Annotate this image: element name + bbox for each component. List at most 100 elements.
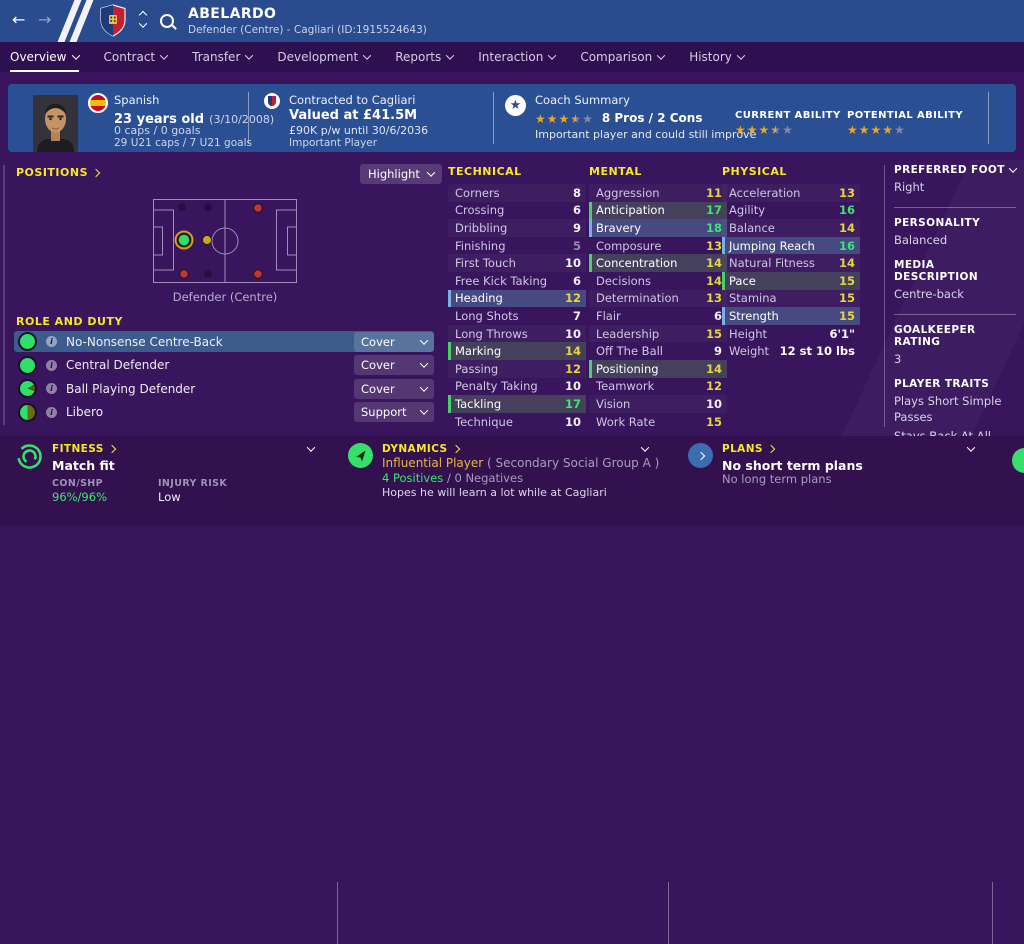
pros-cons[interactable]: 8 Pros / 2 Cons — [601, 110, 703, 125]
attribute-row: Dribbling 9 — [448, 219, 586, 237]
tab-history[interactable]: History — [689, 42, 746, 72]
chevron-right-icon — [91, 168, 101, 177]
star-icon: ★ — [535, 112, 547, 126]
role-row[interactable]: i Libero Support — [14, 402, 434, 423]
club-crest-icon[interactable] — [100, 4, 126, 41]
role-row[interactable]: i No-Nonsense Centre-Back Cover — [14, 331, 434, 352]
attribute-name: Corners — [455, 185, 500, 200]
tab-reports[interactable]: Reports — [395, 42, 455, 72]
tab-contract[interactable]: Contract — [103, 42, 169, 72]
senior-caps: 0 caps / 0 goals — [114, 124, 201, 137]
attribute-value: 13 — [705, 291, 722, 306]
attribute-name: Acceleration — [729, 185, 801, 200]
attribute-row: Concentration 14 — [589, 254, 727, 272]
current-ability-stars: ★★★★★ — [735, 123, 794, 137]
coach-summary-note: Important player and could still improve — [535, 128, 757, 141]
fitness-link[interactable]: FITNESS — [52, 443, 116, 455]
title-bar: ← → ABELARDO Defender (Centre) - Cagliar… — [0, 0, 1024, 42]
search-icon[interactable] — [160, 14, 174, 28]
star-icon: ★ — [882, 123, 895, 137]
duty-dropdown[interactable]: Cover — [354, 355, 434, 375]
tab-label: Development — [277, 50, 359, 64]
attribute-name: Anticipation — [596, 203, 665, 218]
duty-dropdown[interactable]: Support — [354, 402, 434, 422]
chevron-down-icon — [245, 51, 254, 60]
chevron-down-icon — [419, 359, 429, 368]
attribute-row: Tackling 17 — [448, 395, 586, 413]
tab-interaction[interactable]: Interaction — [478, 42, 557, 72]
attribute-row: Determination 13 — [589, 290, 727, 308]
role-row[interactable]: i Central Defender Cover — [14, 355, 434, 376]
star-icon: ★ — [870, 123, 883, 137]
duty-dropdown[interactable]: Cover — [354, 378, 434, 399]
attribute-value: 12 — [564, 291, 581, 306]
dynamics-link[interactable]: DYNAMICS — [382, 443, 460, 455]
attribute-row: Vision 10 — [589, 395, 727, 413]
info-icon[interactable]: i — [46, 336, 57, 347]
attribute-name: Balance — [729, 220, 775, 235]
attribute-row: Teamwork 12 — [589, 378, 727, 396]
chevron-down-icon[interactable] — [1008, 164, 1018, 173]
attribute-value: 16 — [838, 238, 855, 253]
positions-link[interactable]: POSITIONS — [16, 166, 101, 179]
star-icon: ★ — [570, 112, 583, 126]
chevron-down-icon — [548, 51, 557, 60]
dynamics-expand-chevron[interactable] — [640, 443, 650, 452]
attribute-name: Jumping Reach — [729, 238, 815, 253]
footer-bar: FITNESS Match fit CON/SHP 96%/96% INJURY… — [0, 436, 1024, 944]
attribute-row: Corners 8 — [448, 184, 586, 202]
tab-comparison[interactable]: Comparison — [580, 42, 666, 72]
highlight-dropdown[interactable]: Highlight — [360, 164, 442, 184]
plans-link[interactable]: PLANS — [722, 443, 776, 455]
position-dots — [174, 203, 263, 279]
attribute-name: Off The Ball — [596, 344, 664, 359]
sidebar-section-title: PERSONALITY — [894, 216, 981, 229]
attribute-row: Anticipation 17 — [589, 201, 727, 220]
role-row[interactable]: i Ball Playing Defender Cover — [14, 378, 434, 399]
tab-transfer[interactable]: Transfer — [192, 42, 254, 72]
sidebar-section-value: Right — [894, 180, 925, 194]
attribute-value: 8 — [572, 185, 581, 200]
technical-header: TECHNICAL — [448, 165, 522, 178]
attribute-value: 5 — [572, 238, 581, 253]
attribute-name: Passing — [455, 361, 499, 376]
attribute-row: Bravery 18 — [589, 219, 727, 237]
tab-label: Reports — [395, 50, 442, 64]
star-icon: ★ — [546, 112, 559, 126]
star-icon: ★ — [582, 112, 594, 126]
role-name: Ball Playing Defender — [66, 381, 196, 396]
attribute-row: Balance 14 — [722, 219, 860, 237]
attribute-row: Height 6'1" — [722, 325, 860, 343]
chevron-down-icon — [419, 406, 429, 415]
attribute-value: 14 — [705, 256, 722, 271]
attribute-name: Marking — [455, 344, 502, 359]
chevron-down-icon — [419, 335, 429, 345]
attribute-value: 6 — [572, 273, 581, 288]
duty-dropdown[interactable]: Cover — [354, 331, 434, 352]
player-switcher-control[interactable] — [138, 10, 148, 28]
nav-tabs: Overview Contract Transfer Development Repor… — [0, 42, 1024, 72]
info-icon[interactable]: i — [46, 383, 57, 394]
birth-date: (3/10/2008) — [209, 113, 275, 126]
back-arrow-icon[interactable]: ← — [12, 10, 26, 29]
attribute-row: Strength 15 — [722, 307, 860, 325]
info-icon[interactable]: i — [46, 406, 57, 418]
tab-development[interactable]: Development — [277, 42, 372, 72]
attribute-name: Long Shots — [455, 308, 519, 323]
tab-overview[interactable]: Overview — [10, 42, 80, 72]
dynamics-negatives: 0 Negatives — [454, 471, 524, 485]
plans-expand-chevron[interactable] — [966, 443, 976, 452]
info-icon[interactable]: i — [46, 359, 57, 371]
attribute-value: 15 — [838, 308, 855, 323]
attribute-value: 11 — [705, 185, 722, 200]
fitness-expand-chevron[interactable] — [306, 443, 316, 452]
divider — [992, 882, 993, 944]
attribute-name: First Touch — [455, 256, 516, 271]
attribute-value: 6 — [572, 203, 581, 218]
con-shp-value: 96%/96% — [52, 490, 107, 504]
sidebar-section-title: PLAYER TRAITS — [894, 378, 990, 391]
tab-label: Interaction — [478, 50, 544, 64]
injury-risk-label: INJURY RISK — [158, 478, 228, 489]
forward-arrow-icon[interactable]: → — [38, 10, 52, 29]
tab-label: Contract — [103, 50, 156, 64]
